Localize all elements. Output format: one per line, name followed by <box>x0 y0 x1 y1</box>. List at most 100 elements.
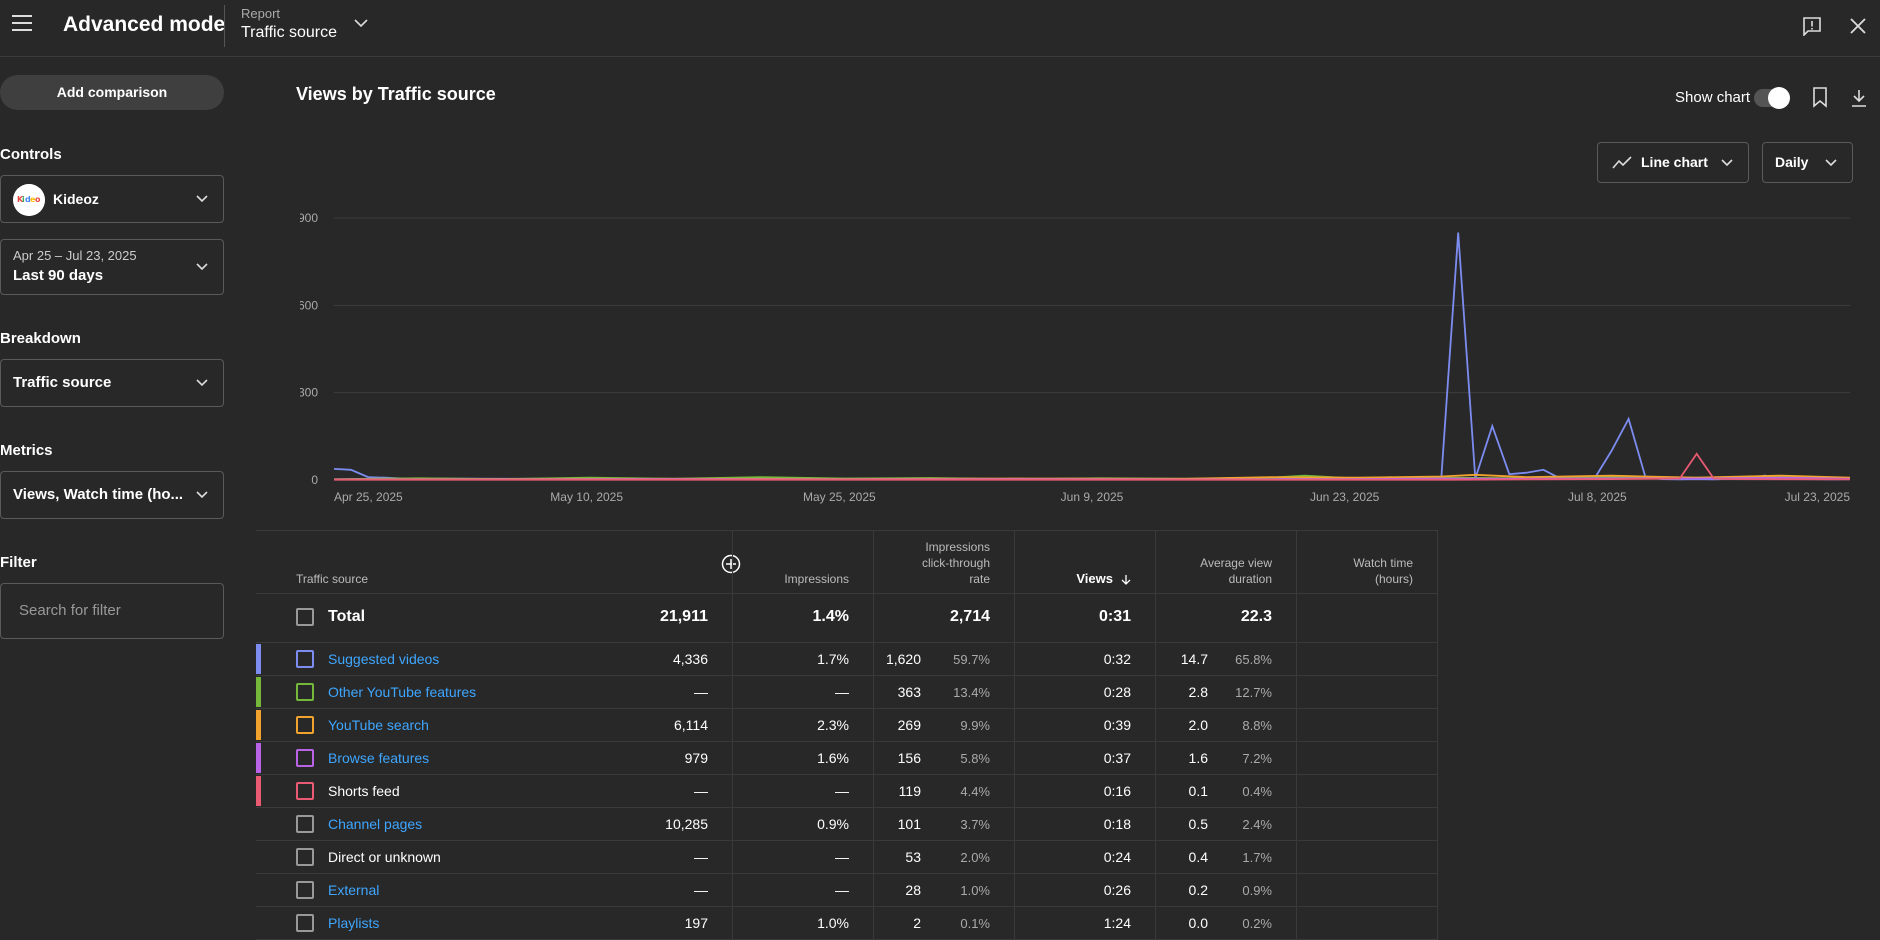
x-tick-label: Jun 9, 2025 <box>1061 490 1124 504</box>
total-views: 2,714 <box>949 608 990 625</box>
breakdown-value: Traffic source <box>13 374 112 391</box>
views-percent-cell: 1.0% <box>960 883 990 898</box>
row-checkbox[interactable] <box>296 815 314 833</box>
x-tick-label: May 10, 2025 <box>550 490 623 504</box>
x-tick-label: Jul 8, 2025 <box>1568 490 1627 504</box>
series-line <box>333 232 1851 481</box>
date-range-selector[interactable]: Apr 25 – Jul 23, 2025 Last 90 days <box>0 239 224 295</box>
series-color-bar <box>256 743 261 773</box>
feedback-icon[interactable] <box>1802 16 1822 36</box>
views-percent-cell: 0.1% <box>960 916 990 931</box>
col-header-source-label: Traffic source <box>296 572 369 586</box>
row-checkbox[interactable] <box>296 749 314 767</box>
watch-percent-cell: 8.8% <box>1242 718 1272 733</box>
top-bar: Advanced mode Report Traffic source <box>0 0 1880 57</box>
divider <box>224 5 225 47</box>
traffic-source-link[interactable]: Suggested videos <box>328 651 440 667</box>
chevron-down-icon <box>1721 159 1733 167</box>
total-watch-time: 22.3 <box>1240 608 1272 625</box>
col-header-ctr[interactable]: Impressions click-through rate <box>873 531 1014 595</box>
traffic-source-link[interactable]: Playlists <box>328 915 380 931</box>
col-header-views[interactable]: Views <box>1014 531 1155 595</box>
col-separator <box>873 643 874 675</box>
traffic-source-link[interactable]: External <box>328 882 380 898</box>
traffic-source-link[interactable]: Browse features <box>328 750 430 766</box>
avd-cell: 0:18 <box>1103 816 1131 832</box>
watch-percent-cell: 2.4% <box>1242 817 1272 832</box>
col-separator <box>1437 643 1438 675</box>
col-separator <box>1155 907 1156 939</box>
ctr-cell: 1.7% <box>817 651 849 667</box>
row-checkbox[interactable] <box>296 914 314 932</box>
close-icon[interactable] <box>1848 16 1868 36</box>
data-table: Traffic source Impressions Impressions c… <box>256 530 1438 940</box>
avd-label-line: Average view <box>1200 556 1272 570</box>
row-checkbox[interactable] <box>296 683 314 701</box>
metrics-selector[interactable]: Views, Watch time (ho... <box>0 471 224 519</box>
granularity-dropdown[interactable]: Daily <box>1762 142 1853 183</box>
traffic-source-label: Direct or unknown <box>328 849 441 865</box>
traffic-source-label: Shorts feed <box>328 783 400 799</box>
col-separator <box>1014 709 1015 741</box>
col-header-watch-time[interactable]: Watch time (hours) <box>1296 531 1437 595</box>
series-color-bar <box>256 644 261 674</box>
col-separator <box>1155 594 1156 642</box>
watch-percent-cell: 0.9% <box>1242 883 1272 898</box>
col-separator <box>873 742 874 774</box>
granularity-label: Daily <box>1775 154 1809 170</box>
table-row: Direct or unknown — — 53 2.0% 0:24 0.4 1.7% <box>256 841 1438 874</box>
breakdown-heading: Breakdown <box>0 330 81 347</box>
menu-icon[interactable] <box>12 15 32 31</box>
chevron-down-icon <box>196 491 208 499</box>
col-separator <box>1014 742 1015 774</box>
impressions-cell: — <box>694 783 708 799</box>
ctr-label-line: Impressions <box>925 540 990 554</box>
traffic-source-link[interactable]: Channel pages <box>328 816 423 832</box>
impressions-cell: — <box>694 849 708 865</box>
col-separator <box>732 907 733 939</box>
series-line <box>334 452 1851 481</box>
add-metric-icon[interactable] <box>721 554 741 574</box>
col-header-avd[interactable]: Average view duration <box>1155 531 1296 595</box>
col-separator <box>1437 808 1438 840</box>
row-checkbox[interactable] <box>296 650 314 668</box>
views-label-text: Views <box>1076 571 1113 586</box>
bookmark-icon[interactable] <box>1810 86 1830 108</box>
row-checkbox[interactable] <box>296 716 314 734</box>
filter-search-input[interactable]: Search for filter <box>0 583 224 639</box>
col-separator <box>1155 676 1156 708</box>
add-comparison-button[interactable]: Add comparison <box>0 75 224 110</box>
avd-cell: 0:32 <box>1103 651 1131 667</box>
row-checkbox[interactable] <box>296 782 314 800</box>
impressions-cell: 10,285 <box>665 816 708 832</box>
chevron-down-icon <box>196 195 208 203</box>
svg-text:i: i <box>22 195 25 204</box>
col-separator <box>1014 808 1015 840</box>
col-separator <box>1437 907 1438 939</box>
download-icon[interactable] <box>1850 88 1868 108</box>
row-checkbox[interactable] <box>296 848 314 866</box>
chevron-down-icon <box>1825 159 1837 167</box>
col-separator <box>1155 841 1156 873</box>
col-separator <box>1437 594 1438 642</box>
chevron-down-icon[interactable] <box>352 16 370 30</box>
col-separator <box>732 742 733 774</box>
show-chart-toggle[interactable] <box>1754 87 1790 109</box>
total-checkbox[interactable] <box>296 608 314 626</box>
watch-percent-cell: 0.4% <box>1242 784 1272 799</box>
table-row: Shorts feed — — 119 4.4% 0:16 0.1 0.4% <box>256 775 1438 808</box>
breakdown-selector[interactable]: Traffic source <box>0 359 224 407</box>
row-checkbox[interactable] <box>296 881 314 899</box>
watch-percent-cell: 65.8% <box>1235 652 1272 667</box>
table-row-total: Total 21,911 1.4% 2,714 0:31 22.3 <box>256 594 1438 643</box>
col-header-impressions[interactable]: Impressions <box>732 531 873 595</box>
traffic-source-link[interactable]: YouTube search <box>328 717 429 733</box>
line-chart: 0 300 600 900 Apr 25, 2025 May 10, 2025 May 25… <box>300 211 1851 504</box>
col-separator <box>1014 531 1015 593</box>
chart-type-dropdown[interactable]: Line chart <box>1597 142 1749 183</box>
col-separator <box>732 775 733 807</box>
report-selector[interactable]: Traffic source <box>241 24 338 41</box>
traffic-source-link[interactable]: Other YouTube features <box>328 684 477 700</box>
